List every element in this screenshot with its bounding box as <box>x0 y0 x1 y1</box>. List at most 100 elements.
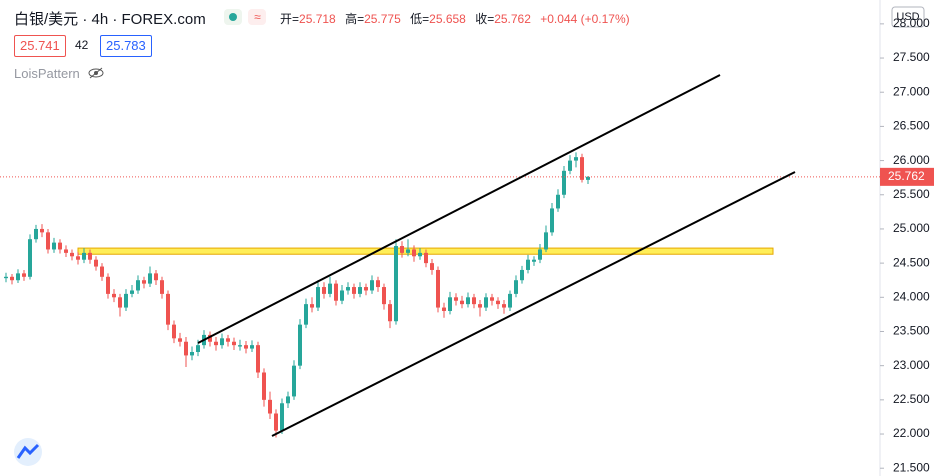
candle-body <box>94 259 98 267</box>
candle-body <box>574 157 578 161</box>
candle-body <box>136 280 140 291</box>
candle-body <box>76 256 80 260</box>
candle-body <box>172 324 176 339</box>
candle-body <box>22 273 26 277</box>
candle-body <box>400 246 404 253</box>
candle-body <box>322 287 326 294</box>
candle-body <box>190 351 194 356</box>
candle-body <box>142 280 146 284</box>
indicator-name[interactable]: LoisPattern <box>14 66 104 81</box>
candle-body <box>502 304 506 308</box>
candle-body <box>484 297 488 308</box>
y-tick-label: 23.500 <box>893 324 930 338</box>
candle-body <box>28 239 32 277</box>
trend-line[interactable] <box>271 171 796 437</box>
candle-body <box>10 276 14 281</box>
y-tick-label: 25.000 <box>893 221 930 235</box>
y-tick-label: 24.000 <box>893 289 930 303</box>
candle-body <box>280 403 284 431</box>
candle-body <box>202 334 206 346</box>
candle-body <box>328 283 332 294</box>
currency: USD <box>896 11 919 23</box>
candle-body <box>556 194 560 209</box>
candle-body <box>4 276 8 279</box>
candle-body <box>64 249 68 253</box>
candle-body <box>490 297 494 301</box>
candle-body <box>292 365 296 397</box>
bid-button[interactable]: 25.741 <box>14 35 66 57</box>
candle-body <box>514 280 518 294</box>
y-tick-label: 26.000 <box>893 153 930 167</box>
ohlc-label: 低= <box>410 12 430 26</box>
y-tick-label: 25.500 <box>893 187 930 201</box>
candle-body <box>430 263 434 270</box>
candle-body <box>46 232 50 250</box>
y-tick-label: 26.500 <box>893 119 930 133</box>
candle-body <box>586 176 590 180</box>
candle-body <box>316 287 320 308</box>
currency-box[interactable] <box>891 6 925 28</box>
candle-body <box>532 259 536 262</box>
y-tick-label: 23.000 <box>893 358 930 372</box>
y-tick-label: 27.000 <box>893 84 930 98</box>
candle-body <box>364 287 368 291</box>
candle-body <box>310 304 314 308</box>
candle-body <box>370 280 374 291</box>
ohlc-label: 收= <box>475 12 495 26</box>
candle-body <box>82 252 86 260</box>
ohlc-value: 25.718 <box>299 12 336 26</box>
candle-body <box>106 276 110 294</box>
candle-body <box>184 341 188 356</box>
candle-body <box>52 242 56 250</box>
candle-body <box>448 297 452 311</box>
ohlc-label: 开= <box>280 12 300 26</box>
y-tick-label: 24.500 <box>893 255 930 269</box>
candle-body <box>334 283 338 301</box>
candle-body <box>562 170 566 195</box>
candle-body <box>262 372 266 400</box>
candle-body <box>40 228 44 233</box>
candle-body <box>352 287 356 294</box>
last-price-label: 25.762 <box>888 169 925 183</box>
candle-body <box>268 399 272 414</box>
candle-body <box>58 242 62 250</box>
indicator-label: LoisPattern <box>14 66 80 81</box>
candle-body <box>394 246 398 322</box>
candle-body <box>226 338 230 342</box>
candle-body <box>382 287 386 305</box>
candle-body <box>112 293 116 298</box>
candle-body <box>178 338 182 342</box>
candle-body <box>508 293 512 308</box>
candle-body <box>214 341 218 346</box>
candle-body <box>412 249 416 257</box>
candle-body <box>118 297 122 308</box>
y-tick-label: 22.000 <box>893 426 930 440</box>
candle-body <box>496 300 500 305</box>
price-zone <box>77 247 774 255</box>
candle-body <box>286 396 290 404</box>
candle-body <box>424 252 428 264</box>
candle-body <box>238 345 242 347</box>
candle-body <box>88 252 92 260</box>
candle-body <box>148 273 152 284</box>
hide-icon[interactable] <box>87 67 105 79</box>
logo[interactable] <box>14 438 42 466</box>
trend-line[interactable] <box>197 74 721 344</box>
candle-body <box>406 249 410 253</box>
change: +0.044 (+0.17%) <box>540 12 630 26</box>
candle-body <box>304 304 308 325</box>
candle-body <box>250 345 254 349</box>
candle-body <box>160 280 164 294</box>
candle-body <box>358 287 362 294</box>
data-delay[interactable]: ≈ <box>248 8 267 25</box>
ohlc-label: 高= <box>345 12 365 26</box>
candle-body <box>472 297 476 305</box>
symbol-title[interactable]: 白银/美元 · 4h · FOREX.com <box>14 11 206 28</box>
candle-body <box>196 345 200 352</box>
ask-button[interactable]: 25.783 <box>100 35 152 57</box>
candle-body <box>454 297 458 301</box>
market-status[interactable] <box>224 8 242 25</box>
candle-body <box>34 228 38 240</box>
